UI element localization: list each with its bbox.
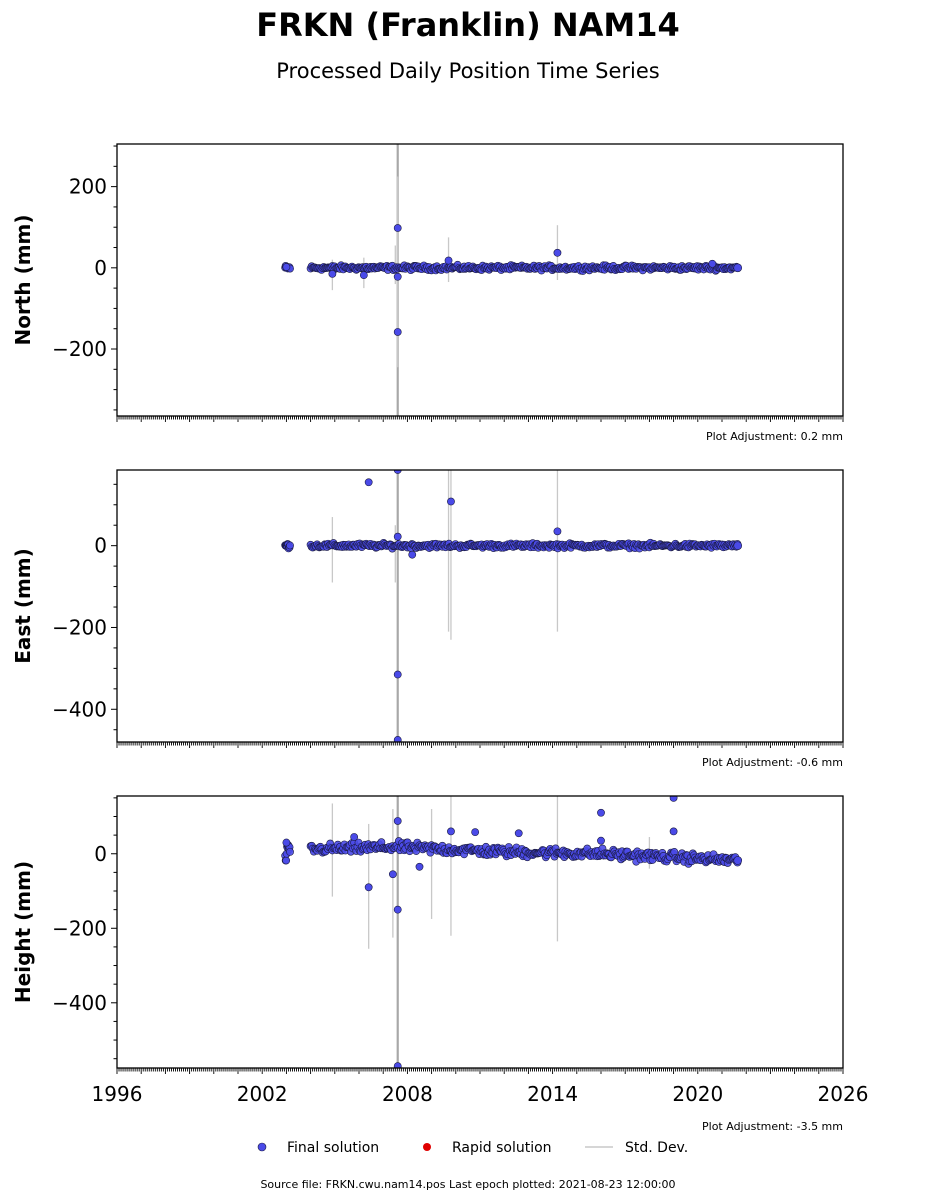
x-tick-label: 2026	[818, 1082, 869, 1106]
legend-final-marker	[257, 1142, 267, 1152]
x-tick-label: 2002	[237, 1082, 288, 1106]
final-solution-point	[286, 541, 294, 550]
plot-adjustment-note: Plot Adjustment: -3.5 mm	[702, 1120, 843, 1133]
final-solution-outlier	[282, 838, 291, 847]
plot-adjustment-note: Plot Adjustment: 0.2 mm	[706, 430, 843, 443]
legend-rapid-label: Rapid solution	[452, 1140, 552, 1156]
chart-subtitle: Processed Daily Position Time Series	[276, 59, 660, 83]
x-tick-label: 2020	[672, 1082, 723, 1106]
final-solution-outlier	[415, 862, 424, 871]
y-axis-label: Height (mm)	[11, 861, 35, 1003]
final-solution-point	[282, 856, 291, 865]
final-solution-outlier	[471, 828, 480, 837]
final-solution-outlier	[669, 827, 678, 836]
axes-frame	[116, 143, 844, 417]
final-solution-outlier	[393, 905, 402, 914]
final-solution-point	[733, 541, 743, 550]
plot-area	[281, 796, 743, 1068]
y-tick-label: 200	[69, 175, 107, 199]
final-solution-outlier	[393, 224, 402, 232]
final-solution-outlier	[514, 829, 523, 838]
final-solution-outlier	[393, 817, 402, 825]
final-solution-outlier	[364, 883, 373, 892]
y-axis-label: North (mm)	[11, 214, 35, 345]
north-panel: 200 0 −200 North (mm) Plot Adjustment: 0.2 m…	[11, 143, 844, 443]
y-tick-label: 0	[94, 534, 107, 558]
final-solution-outlier	[388, 870, 397, 879]
legend-final-label: Final solution	[287, 1140, 379, 1156]
height-panel: 0 −200 −400 1996 2002 2008 2014 2020 2026 Height …	[11, 795, 869, 1133]
final-solution-outlier	[444, 256, 453, 265]
x-axis-ticks	[116, 742, 844, 748]
final-solution-outlier	[447, 497, 455, 506]
plot-adjustment-note: Plot Adjustment: -0.6 mm	[702, 756, 843, 769]
final-solution-outlier	[393, 532, 402, 541]
final-solution-outlier	[393, 470, 402, 474]
legend: Final solution Rapid solution Std. Dev.	[257, 1140, 688, 1156]
axes-frame	[116, 795, 844, 1069]
x-axis-ticks	[116, 416, 844, 422]
y-tick-label: −400	[52, 697, 107, 721]
final-solution-outlier	[393, 736, 402, 742]
final-solution-outlier	[393, 670, 402, 679]
final-solution-outlier	[669, 796, 678, 802]
final-solution-outlier	[708, 259, 717, 268]
final-solution-outlier	[350, 833, 359, 841]
y-tick-label: 0	[94, 842, 107, 866]
final-solution-point	[733, 263, 743, 273]
plot-area	[281, 470, 743, 742]
final-solution-outlier	[393, 272, 402, 281]
final-solution-outlier	[328, 270, 337, 278]
y-tick-label: −200	[52, 337, 107, 361]
axes-frame	[116, 469, 844, 743]
x-tick-label: 2014	[527, 1082, 578, 1106]
final-solution-outlier	[359, 271, 368, 280]
x-tick-label: 2008	[382, 1082, 433, 1106]
final-solution-outlier	[393, 1062, 402, 1068]
final-solution-outlier	[364, 478, 373, 487]
final-solution-outlier	[447, 827, 455, 836]
final-solution-outlier	[408, 550, 417, 559]
x-axis-ticks	[116, 1068, 844, 1074]
final-solution-outlier	[597, 808, 605, 817]
y-tick-label: −200	[52, 615, 107, 639]
final-solution-point	[286, 847, 294, 856]
x-tick-label: 1996	[92, 1082, 143, 1106]
east-panel: 0 −200 −400 East (mm) Plot Adjustment: -0.6 …	[11, 469, 844, 769]
final-solution-outlier	[553, 527, 562, 536]
final-solution-outlier	[553, 248, 562, 257]
y-tick-label: −400	[52, 991, 107, 1015]
final-solution-point	[733, 856, 743, 865]
final-solution-outlier	[282, 263, 291, 271]
legend-std-label: Std. Dev.	[625, 1140, 688, 1156]
chart-title: FRKN (Franklin) NAM14	[256, 6, 680, 44]
y-tick-label: −200	[52, 916, 107, 940]
legend-rapid-marker	[423, 1143, 431, 1151]
plot-area	[281, 144, 743, 416]
y-axis-label: East (mm)	[11, 548, 35, 664]
final-solution-outlier	[393, 328, 402, 336]
source-file-note: Source file: FRKN.cwu.nam14.pos Last epo…	[260, 1178, 675, 1191]
final-solution-outlier	[597, 836, 605, 845]
y-tick-label: 0	[94, 256, 107, 280]
